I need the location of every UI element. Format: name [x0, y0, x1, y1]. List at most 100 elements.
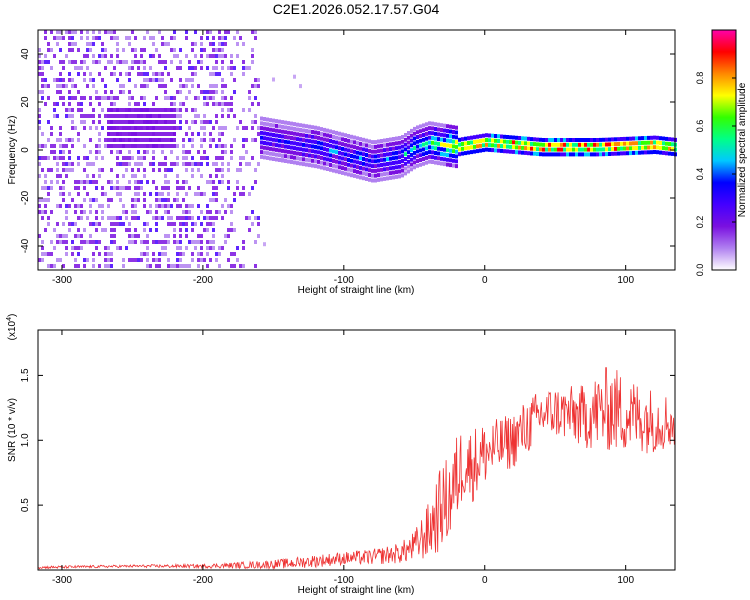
spectrogram-cell — [431, 126, 434, 131]
spectrogram-cell — [50, 186, 53, 190]
spectrogram-cell — [140, 156, 143, 160]
spectrogram-cell — [167, 42, 170, 46]
spectrogram-cell — [359, 175, 362, 180]
spectrogram-cell — [224, 192, 227, 196]
spectrogram-cell — [302, 157, 305, 162]
spectrogram-cell — [362, 166, 365, 171]
spectrogram-cell — [617, 146, 620, 151]
spectrogram-cell — [104, 192, 107, 196]
spectrogram-cell — [182, 84, 185, 88]
spectrogram-cell — [47, 162, 50, 166]
spectrogram-cell — [59, 192, 62, 196]
spectrogram-cell — [338, 136, 341, 141]
spectrogram-cell — [587, 142, 590, 147]
spectrogram-cell — [206, 204, 209, 208]
spectrogram-cell — [446, 129, 449, 133]
spectrogram-cell — [221, 84, 224, 88]
spectrogram-cell — [251, 186, 254, 190]
snr-frame — [37, 329, 676, 571]
spectrogram-cell — [278, 134, 281, 138]
spectrogram-cell — [425, 136, 428, 141]
spectrogram-cell — [167, 36, 170, 40]
spectrogram-cell — [212, 48, 215, 52]
spectrogram-cell — [371, 149, 374, 154]
spectrogram-cell — [104, 246, 107, 250]
spectrogram-cell — [137, 66, 140, 70]
spectrogram-cell — [431, 140, 434, 145]
spectrogram-cell — [164, 60, 167, 64]
spectrogram-cell — [194, 30, 197, 34]
spectrogram-cell — [110, 210, 113, 214]
spectrogram-cell — [71, 96, 74, 100]
spectrogram-cell — [209, 54, 212, 58]
spectrogram-cell — [209, 222, 212, 226]
spectrogram-cell — [233, 90, 236, 94]
spectrogram-cell — [128, 126, 131, 130]
spectrogram-cell — [260, 126, 263, 131]
spectrogram-cell — [38, 108, 41, 112]
spectrogram-cell — [185, 30, 188, 34]
spectrogram-cell — [134, 108, 137, 112]
spectrogram-cell — [71, 42, 74, 46]
spectrogram-cell — [137, 174, 140, 178]
spectrogram-cell — [401, 163, 404, 168]
spectrogram-cell — [104, 114, 107, 118]
spectrogram-cell — [419, 124, 422, 129]
spectrogram-cell — [359, 146, 362, 151]
spectrogram-cell — [449, 148, 452, 153]
spectrogram-cell — [296, 151, 299, 156]
spectrogram-cell — [242, 144, 245, 148]
spectrogram-cell — [158, 78, 161, 82]
spectrogram-cell — [170, 78, 173, 82]
spectrogram-cell — [356, 155, 359, 160]
spectrogram-cell — [122, 96, 125, 100]
spectrogram-cell — [65, 216, 68, 220]
spectrogram-cell — [50, 30, 53, 34]
spectrogram-cell — [227, 114, 230, 118]
spectrogram-cell — [56, 174, 59, 178]
snr-y-multiplier: (x104) — [6, 314, 18, 341]
spectrogram-cell — [149, 228, 152, 232]
spectrogram-cell — [242, 246, 245, 250]
spectrogram-cell — [377, 173, 380, 178]
spectrogram-cell — [167, 216, 170, 220]
spectrogram-cell — [626, 136, 629, 141]
spectrogram-cell — [59, 42, 62, 46]
spectrogram-cell — [215, 48, 218, 52]
spectrogram-cell — [68, 168, 71, 172]
spectrogram-cell — [224, 162, 227, 166]
spectrogram-cell — [431, 160, 434, 164]
spectrogram-cell — [212, 90, 215, 94]
spectrogram-cell — [62, 156, 65, 160]
spectrogram-cell — [212, 36, 215, 40]
spectrogram-cell — [161, 162, 164, 166]
spectrogram-cell — [233, 60, 236, 64]
spectrogram-cell — [332, 144, 335, 149]
spectrogram-cell — [92, 204, 95, 208]
spectrogram-cell — [38, 132, 41, 136]
spectrogram-cell — [41, 210, 44, 214]
spectrogram-cell — [218, 156, 221, 160]
spectrogram-cell — [230, 150, 233, 154]
spectrogram-cell — [392, 151, 395, 156]
spectrogram-cell — [125, 144, 128, 148]
spectrogram-cell — [407, 155, 410, 159]
spectrogram-cell — [170, 114, 173, 118]
spectrogram-cell — [83, 210, 86, 214]
spectrogram-cell — [581, 152, 584, 157]
spectrogram-cell — [134, 48, 137, 52]
spectrogram-cell — [155, 72, 158, 76]
spectrogram-cell — [68, 246, 71, 250]
spectrogram-cell — [242, 264, 245, 268]
spectrogram-cell — [191, 222, 194, 226]
spectrogram-cell — [116, 192, 119, 196]
spectrogram-cell — [224, 150, 227, 154]
spectrogram-cell — [119, 96, 122, 100]
spectrogram-cell — [212, 126, 215, 130]
spectrogram-cell — [434, 131, 437, 136]
spectrogram-cell — [137, 180, 140, 184]
spectrogram-cell — [131, 174, 134, 178]
spectrogram-cell — [203, 150, 206, 154]
spectrogram-cell — [221, 246, 224, 250]
spectrogram-cell — [263, 141, 266, 145]
